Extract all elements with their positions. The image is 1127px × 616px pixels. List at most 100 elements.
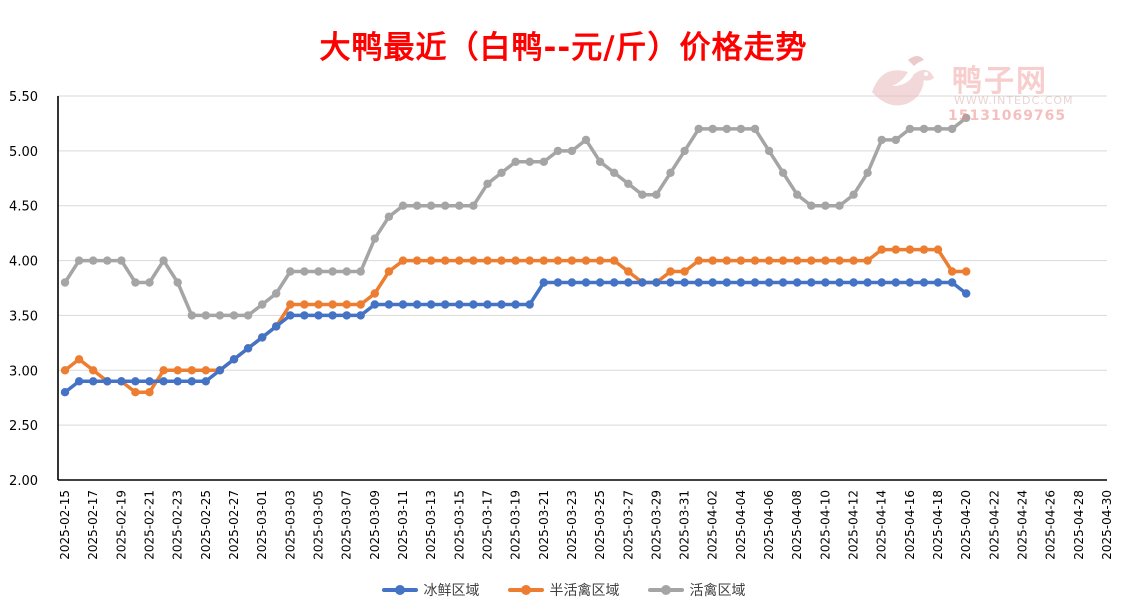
data-point — [159, 256, 168, 265]
x-tick-labels: 2025-02-15 2025-02-17 2025-02-19 2025-02-21… — [58, 490, 1114, 560]
data-point — [426, 256, 436, 265]
watermark-brand: 鸭子网 — [952, 64, 1048, 99]
data-point — [131, 388, 140, 397]
data-point — [370, 289, 379, 298]
watermark-site: WWW.INTEDC.COM — [954, 94, 1074, 107]
data-point — [455, 256, 464, 265]
data-point — [187, 366, 196, 375]
data-point — [722, 256, 731, 265]
data-point — [694, 256, 703, 265]
axes — [57, 96, 1107, 481]
data-point — [258, 333, 267, 342]
data-point — [595, 278, 605, 287]
data-point — [384, 267, 394, 276]
x-tick-label: 2025-04-16 — [903, 490, 917, 560]
data-point — [511, 256, 520, 265]
data-point — [103, 377, 112, 386]
data-point — [624, 278, 633, 287]
data-point — [933, 245, 943, 254]
legend-label: 活禽区域 — [689, 583, 746, 599]
data-point — [300, 311, 309, 320]
data-point — [60, 278, 70, 287]
data-point — [736, 124, 746, 134]
data-point — [807, 278, 816, 287]
data-point — [624, 267, 633, 276]
data-point — [455, 201, 464, 210]
data-point — [511, 157, 520, 166]
x-tick-label: 2025-03-01 — [255, 490, 269, 560]
x-tick-label: 2025-03-19 — [509, 490, 523, 560]
x-tick-label: 2025-04-08 — [790, 490, 804, 560]
data-point — [835, 201, 844, 210]
data-point — [314, 311, 323, 320]
x-tick-label: 2025-04-10 — [818, 490, 832, 560]
data-point — [680, 267, 689, 276]
data-point — [497, 168, 506, 177]
y-tick-label: 3.50 — [9, 309, 38, 324]
data-point — [398, 300, 408, 309]
legend-item: 活禽区域 — [647, 580, 746, 600]
data-point — [525, 157, 534, 166]
data-point — [905, 245, 915, 254]
legend-label: 半活禽区域 — [549, 583, 620, 599]
data-point — [891, 135, 900, 145]
legend-swatch — [381, 585, 418, 595]
data-point — [60, 366, 70, 375]
data-point — [497, 300, 506, 309]
data-point — [286, 300, 295, 309]
data-point — [595, 157, 605, 166]
x-tick-label: 2025-03-25 — [593, 490, 607, 560]
x-tick-label: 2025-04-06 — [762, 490, 776, 560]
data-point — [694, 124, 703, 134]
data-point — [666, 267, 675, 276]
data-point — [145, 388, 154, 397]
x-tick-label: 2025-04-24 — [1016, 490, 1030, 560]
data-point — [708, 278, 717, 287]
data-point — [173, 278, 182, 287]
data-point — [539, 278, 548, 287]
series-活禽区域 — [60, 113, 971, 320]
data-point — [201, 366, 210, 375]
x-tick-label: 2025-03-21 — [537, 490, 551, 560]
data-point — [314, 300, 323, 309]
x-tick-label: 2025-04-26 — [1044, 490, 1058, 560]
data-point — [426, 300, 436, 309]
y-tick-label: 5.00 — [9, 145, 38, 160]
data-point — [680, 278, 689, 287]
data-point — [666, 168, 675, 177]
data-point — [412, 201, 422, 210]
data-point — [835, 256, 844, 265]
y-tick-label: 2.00 — [9, 474, 38, 489]
data-point — [441, 300, 450, 309]
data-point — [370, 300, 379, 309]
x-tick-label: 2025-04-18 — [931, 490, 945, 560]
data-point — [933, 124, 943, 134]
y-tick-label: 2.50 — [9, 419, 38, 434]
x-tick-label: 2025-03-23 — [565, 490, 579, 560]
data-point — [342, 300, 351, 309]
data-point — [581, 256, 591, 265]
data-point — [962, 289, 971, 298]
data-point — [764, 146, 774, 156]
data-point — [877, 135, 886, 145]
data-point — [708, 124, 717, 134]
data-point — [483, 179, 492, 188]
series-line — [63, 247, 968, 394]
x-tick-label: 2025-02-17 — [86, 490, 100, 560]
data-point — [793, 190, 802, 199]
data-point — [638, 278, 647, 287]
data-point — [764, 278, 774, 287]
data-point — [328, 300, 337, 309]
data-point — [74, 256, 84, 265]
x-tick-label: 2025-04-02 — [706, 490, 720, 560]
x-tick-label: 2025-04-20 — [959, 490, 973, 560]
data-point — [610, 256, 619, 265]
data-point — [328, 311, 337, 320]
data-point — [821, 278, 830, 287]
x-tick-label: 2025-03-13 — [424, 490, 438, 560]
data-point — [539, 157, 548, 166]
data-point — [286, 267, 295, 276]
legend-swatch — [647, 585, 684, 595]
data-point — [722, 278, 731, 287]
